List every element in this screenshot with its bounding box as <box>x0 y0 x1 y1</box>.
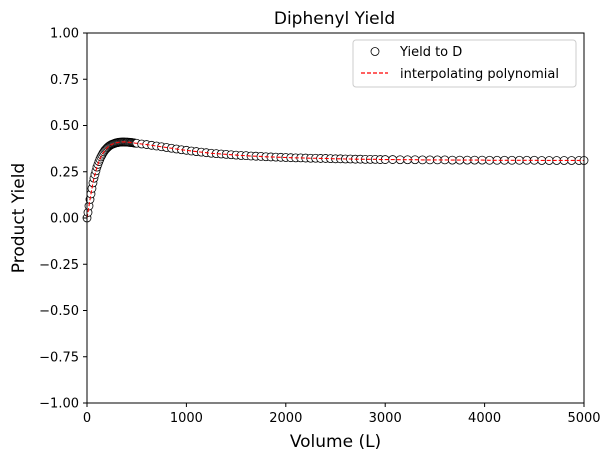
x-tick-label: 4000 <box>468 411 501 426</box>
y-tick-label: 0.50 <box>50 119 79 134</box>
y-tick-label: −0.25 <box>39 258 79 273</box>
y-tick-label: 1.00 <box>50 27 79 42</box>
y-axis-label: Product Yield <box>9 163 29 273</box>
legend-marker-yield-to-d <box>370 47 380 56</box>
y-tick-label: 0.00 <box>50 212 79 227</box>
x-axis-label: Volume (L) <box>290 432 381 452</box>
legend: Yield to D interpolating polynomial <box>352 39 577 88</box>
legend-label-interpolating-polynomial: interpolating polynomial <box>400 67 559 82</box>
y-tick-label: −1.00 <box>39 397 79 412</box>
x-axis: 0 1000 2000 3000 4000 5000 <box>83 403 601 426</box>
chart-title: Diphenyl Yield <box>274 9 395 29</box>
x-tick-label: 1000 <box>170 411 203 426</box>
x-tick-label: 5000 <box>567 411 600 426</box>
legend-box <box>352 39 577 88</box>
y-tick-label: −0.75 <box>39 350 79 365</box>
y-tick-label: −0.50 <box>39 304 79 319</box>
y-tick-label: 0.75 <box>50 73 79 88</box>
series-yield-to-d <box>82 137 589 223</box>
legend-label-yield-to-d: Yield to D <box>399 45 462 60</box>
plot-area <box>82 137 589 223</box>
y-tick-label: 0.25 <box>50 165 79 180</box>
x-tick-label: 2000 <box>269 411 302 426</box>
x-tick-label: 3000 <box>369 411 402 426</box>
y-axis: −1.00 −0.75 −0.50 −0.25 0.00 0.25 0.50 0.75 1.00 <box>39 27 87 412</box>
series-interpolating-polynomial <box>86 141 584 219</box>
x-tick-label: 0 <box>83 411 91 426</box>
